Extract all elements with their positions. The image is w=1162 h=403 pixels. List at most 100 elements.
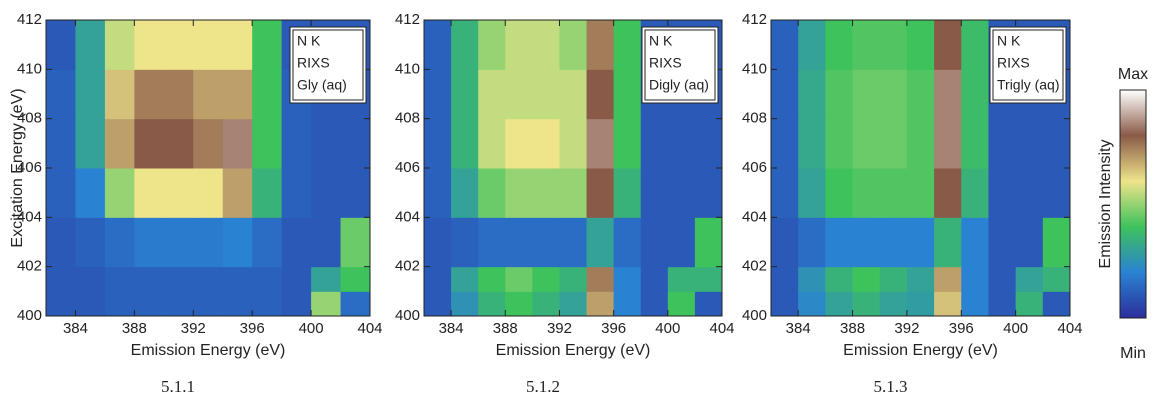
heat-cell bbox=[852, 266, 881, 292]
heat-cell bbox=[961, 266, 989, 292]
heat-cell bbox=[798, 118, 826, 169]
heat-cell bbox=[825, 69, 854, 120]
x-tick-label: 388 bbox=[122, 320, 147, 337]
heat-cell bbox=[640, 266, 669, 292]
heat-cell bbox=[46, 168, 76, 218]
heat-cell bbox=[222, 20, 253, 70]
heat-cell bbox=[163, 266, 194, 292]
heat-cell bbox=[75, 69, 106, 120]
heat-cell bbox=[906, 69, 935, 120]
heat-cell bbox=[163, 118, 194, 169]
heat-cell bbox=[961, 118, 989, 169]
colorbar bbox=[1119, 89, 1147, 319]
heat-cell bbox=[424, 168, 452, 218]
heat-cell bbox=[961, 291, 989, 317]
heat-cell bbox=[934, 118, 962, 169]
y-tick-label: 400 bbox=[395, 307, 420, 324]
x-tick-label: 392 bbox=[894, 320, 919, 337]
x-axis-label: Emission Energy (eV) bbox=[843, 342, 998, 359]
heat-cell bbox=[559, 69, 588, 120]
y-tick-label: 408 bbox=[742, 110, 767, 127]
heat-cell bbox=[252, 217, 283, 268]
heat-cell bbox=[1015, 217, 1044, 268]
y-tick-label: 404 bbox=[395, 208, 420, 225]
heat-cell bbox=[451, 20, 479, 70]
legend-text: N K bbox=[297, 33, 321, 49]
heat-cell bbox=[222, 217, 253, 268]
heat-cell bbox=[134, 291, 165, 317]
heat-cell bbox=[798, 291, 826, 317]
heat-cell bbox=[559, 217, 588, 268]
heat-cell bbox=[451, 168, 479, 218]
heat-cell bbox=[505, 69, 533, 120]
x-axis-label: Emission Energy (eV) bbox=[496, 342, 651, 359]
heat-cell bbox=[1015, 266, 1044, 292]
heat-cell bbox=[424, 291, 452, 317]
heat-cell bbox=[311, 168, 342, 218]
legend-box bbox=[989, 26, 1067, 104]
heat-cell bbox=[798, 266, 826, 292]
heat-cell bbox=[252, 266, 283, 292]
heat-cell bbox=[193, 168, 224, 218]
heat-cell bbox=[825, 217, 854, 268]
heat-cell bbox=[46, 20, 76, 70]
heat-cell bbox=[988, 266, 1017, 292]
heat-cell bbox=[311, 217, 342, 268]
legend-text: Trigly (aq) bbox=[997, 77, 1060, 93]
legend-text: N K bbox=[649, 33, 673, 49]
heat-cell bbox=[879, 168, 908, 218]
heat-cell bbox=[505, 291, 533, 317]
heat-cell bbox=[771, 20, 799, 70]
heat-cell bbox=[46, 217, 76, 268]
y-tick-label: 406 bbox=[742, 159, 767, 176]
x-tick-label: 392 bbox=[181, 320, 206, 337]
heat-cell bbox=[424, 20, 452, 70]
heat-cell bbox=[586, 20, 615, 70]
heat-cell bbox=[906, 266, 935, 292]
heat-cell bbox=[134, 266, 165, 292]
heat-cell bbox=[613, 118, 642, 169]
heat-cell bbox=[193, 20, 224, 70]
y-tick-label: 402 bbox=[17, 258, 42, 275]
heat-cell bbox=[46, 118, 76, 169]
colorbar-tick-label: Min bbox=[1120, 345, 1146, 362]
heat-cell bbox=[222, 69, 253, 120]
heat-cell bbox=[163, 168, 194, 218]
heat-cell bbox=[613, 266, 642, 292]
y-tick-label: 402 bbox=[395, 258, 420, 275]
heat-cell bbox=[640, 291, 669, 317]
heat-cell bbox=[424, 69, 452, 120]
heat-cell bbox=[505, 266, 533, 292]
heat-cell bbox=[879, 291, 908, 317]
heat-cell bbox=[163, 291, 194, 317]
legend-text: Digly (aq) bbox=[649, 77, 709, 93]
heat-cell bbox=[825, 266, 854, 292]
heat-cell bbox=[75, 20, 106, 70]
heat-cell bbox=[667, 217, 696, 268]
heat-cell bbox=[586, 217, 615, 268]
heat-cell bbox=[640, 168, 669, 218]
legend-box bbox=[289, 26, 367, 104]
heat-cell bbox=[694, 266, 723, 292]
heat-cell bbox=[281, 291, 312, 317]
heat-cell bbox=[451, 217, 479, 268]
colorbar-tick-label: Max bbox=[1118, 66, 1148, 83]
heat-cell bbox=[694, 217, 723, 268]
heat-cell bbox=[193, 69, 224, 120]
heat-cell bbox=[163, 217, 194, 268]
y-tick-label: 408 bbox=[17, 110, 42, 127]
heat-cell bbox=[934, 69, 962, 120]
heat-cell bbox=[906, 118, 935, 169]
x-tick-label: 396 bbox=[240, 320, 265, 337]
heat-cell bbox=[424, 217, 452, 268]
y-tick-label: 404 bbox=[742, 208, 767, 225]
x-tick-label: 400 bbox=[1003, 320, 1028, 337]
x-tick-label: 384 bbox=[63, 320, 88, 337]
heat-cell bbox=[532, 168, 560, 218]
y-tick-label: 400 bbox=[742, 307, 767, 324]
heat-cell bbox=[340, 168, 371, 218]
heat-cell bbox=[451, 118, 479, 169]
heat-cell bbox=[586, 266, 615, 292]
heat-cell bbox=[104, 291, 135, 317]
heat-cell bbox=[134, 118, 165, 169]
